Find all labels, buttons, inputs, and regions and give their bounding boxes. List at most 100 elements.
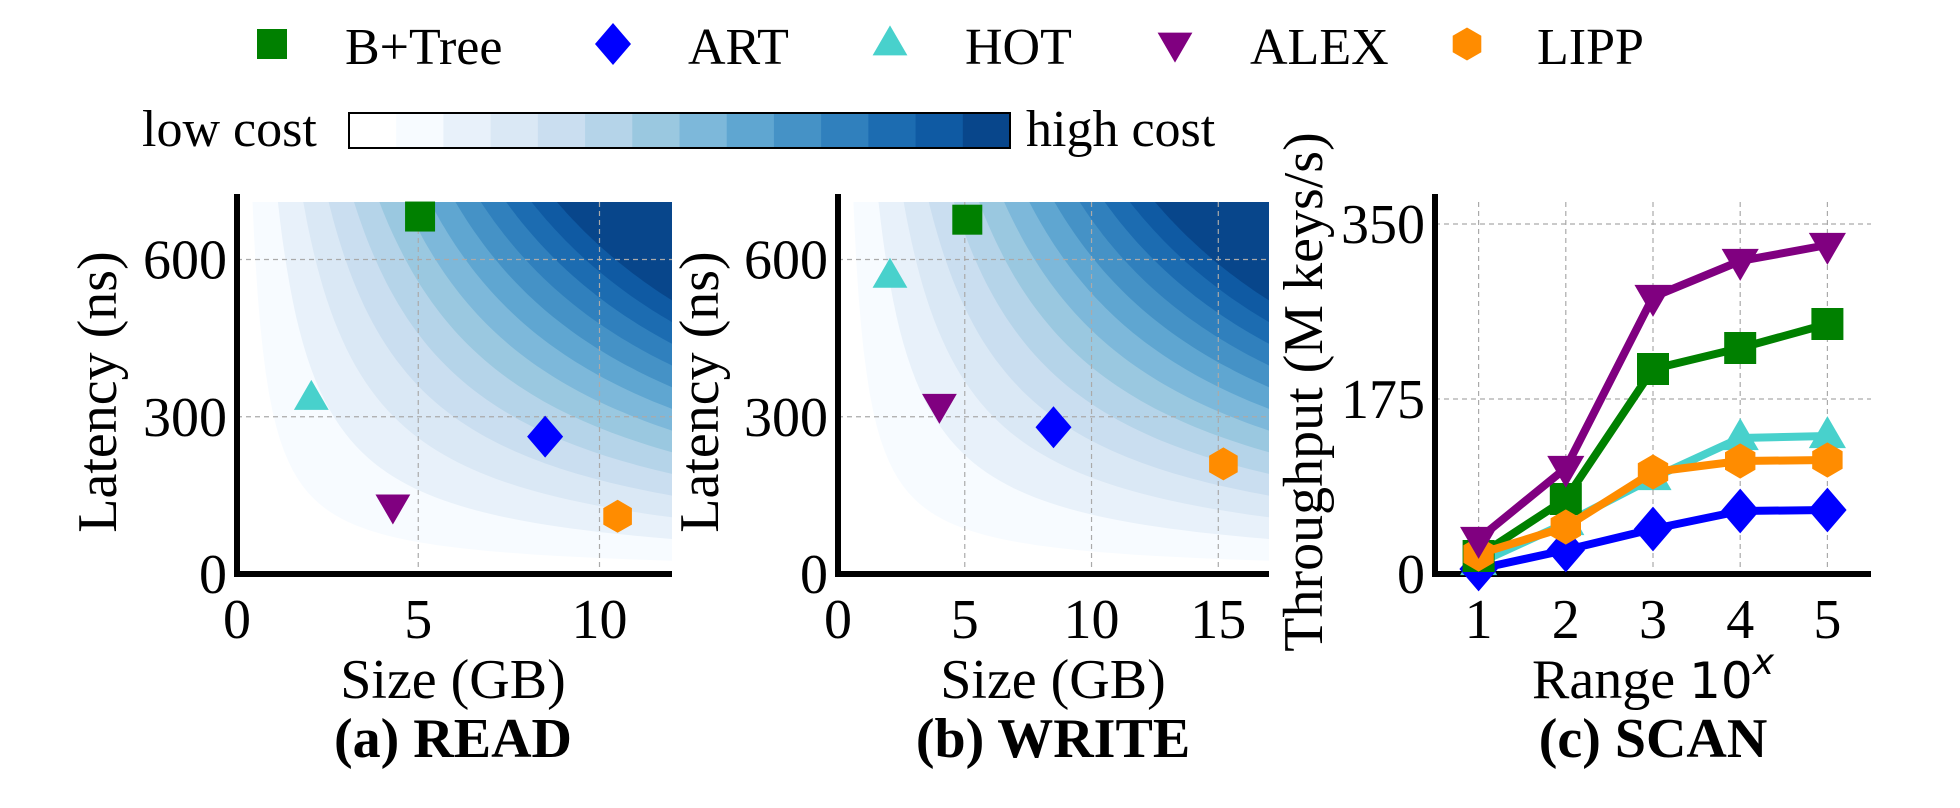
colorbar-cell (490, 113, 539, 148)
cost-contour (853, 202, 1269, 561)
point-lipp (1812, 442, 1843, 478)
point-art (1808, 487, 1847, 533)
colorbar-cell (537, 113, 586, 148)
y-axis-label: Latency (ns) (67, 251, 129, 532)
point-art (1721, 488, 1760, 534)
y-tick-label: 600 (143, 230, 227, 292)
y-tick-label: 0 (1397, 544, 1425, 606)
legend-label: B+Tree (345, 19, 502, 76)
x-tick-label: 10 (572, 589, 628, 651)
y-tick-label: 350 (1341, 194, 1425, 256)
colorbar-cell (349, 113, 397, 148)
x-tick-label: 4 (1726, 589, 1754, 651)
y-tick-label: 300 (143, 387, 227, 449)
cost-contour (252, 202, 672, 561)
x-tick-label: 2 (1552, 589, 1580, 651)
panel-title: (c) SCAN (1539, 708, 1768, 770)
point-art (1035, 406, 1072, 449)
legend-item-hot: HOT (872, 19, 1072, 76)
legend-item-alex: ALEX (1157, 19, 1389, 76)
point-alex (1460, 526, 1498, 559)
contour-level-13 (556, 202, 672, 301)
x-axis-label-text: Range (1532, 649, 1689, 711)
y-tick-label: 0 (800, 544, 828, 606)
contour-level-13 (1155, 202, 1269, 301)
y-tick-label: 175 (1341, 369, 1425, 431)
legend: B+Tree ART HOT ALEX LIPP (257, 19, 1644, 76)
point-alex (922, 393, 957, 424)
triangle-down-marker-icon (1157, 32, 1193, 63)
hexagon-marker-icon (1452, 27, 1482, 61)
diamond-marker-icon (595, 23, 631, 65)
y-tick-label: 0 (199, 544, 227, 606)
panel-scan: 1 2 3 4 5 0 175 350 Range 10x Throughput (M keys/… (1273, 132, 1871, 770)
point-hot (1808, 416, 1846, 449)
point-btree (405, 201, 436, 232)
point-alex (1547, 455, 1585, 488)
colorbar-cell (396, 113, 444, 148)
point-lipp (1637, 454, 1669, 490)
legend-label: HOT (965, 19, 1072, 76)
x-tick-label: 0 (824, 589, 852, 651)
colorbar-low-label: low cost (142, 101, 317, 158)
legend-label: ART (688, 19, 789, 76)
point-lipp (1725, 443, 1756, 479)
x-axis-label: Size (GB) (340, 649, 566, 711)
point-lipp (603, 499, 632, 533)
point-btree (1637, 353, 1669, 385)
x-axis-label-math: 10 (1689, 652, 1753, 710)
x-tick-label: 5 (1813, 589, 1841, 651)
colorbar-cell (632, 113, 680, 148)
x-tick-label: 15 (1190, 589, 1246, 651)
point-alex (375, 494, 411, 525)
colorbar-cells (349, 113, 1011, 148)
colorbar-high-label: high cost (1026, 101, 1216, 158)
point-btree (1724, 332, 1757, 364)
panel-title: (a) READ (334, 708, 572, 770)
legend-label: ALEX (1250, 19, 1389, 76)
x-axis-label: Size (GB) (940, 649, 1166, 711)
point-alex (1808, 232, 1846, 265)
colorbar: low cost high cost (142, 101, 1216, 158)
colorbar-cell (773, 113, 822, 148)
x-tick-label: 10 (1064, 589, 1120, 651)
x-tick-label: 0 (223, 589, 251, 651)
triangle-up-marker-icon (872, 25, 908, 56)
point-hot (1721, 418, 1759, 451)
x-tick-label: 3 (1639, 589, 1667, 651)
colorbar-frame (348, 112, 1011, 149)
x-axis-label-text: Size (GB) (940, 649, 1166, 711)
x-tick-label: 1 (1465, 589, 1493, 651)
point-art (527, 415, 564, 458)
legend-item-art: ART (595, 19, 789, 76)
point-alex (1634, 284, 1672, 317)
legend-label: LIPP (1537, 19, 1644, 76)
colorbar-cell (679, 113, 728, 148)
point-hot (293, 379, 329, 410)
y-axis-label: Throughput (M keys/s) (1273, 132, 1335, 652)
colorbar-cell (726, 113, 775, 148)
point-lipp (1209, 447, 1238, 481)
legend-item-btree: B+Tree (257, 19, 502, 76)
x-axis-label-exponent: x (1752, 642, 1775, 683)
y-tick-label: 300 (744, 387, 828, 449)
square-marker-icon (257, 29, 287, 59)
panel-title: (b) WRITE (916, 708, 1190, 770)
y-axis-label: Latency (ns) (669, 251, 731, 532)
legend-item-lipp: LIPP (1452, 19, 1644, 76)
colorbar-cell (962, 113, 1011, 148)
panel-read: 0 5 10 0 300 600 Size (GB) Latency (ns) (a) READ (67, 194, 672, 770)
colorbar-cell (443, 113, 492, 148)
panel-write: 0 5 10 15 0 300 600 Size (GB) Latency (ns) (b) WR… (669, 194, 1269, 770)
x-axis-label: Range 10x (1532, 642, 1775, 711)
colorbar-cell (585, 113, 633, 148)
colorbar-cell (868, 113, 917, 148)
point-hot (872, 257, 908, 288)
point-btree (1811, 308, 1844, 340)
point-alex (1721, 248, 1759, 281)
point-art (1633, 506, 1673, 552)
point-lipp (1550, 509, 1581, 545)
x-tick-label: 5 (951, 589, 979, 651)
x-axis-label-text: Size (GB) (340, 649, 566, 711)
